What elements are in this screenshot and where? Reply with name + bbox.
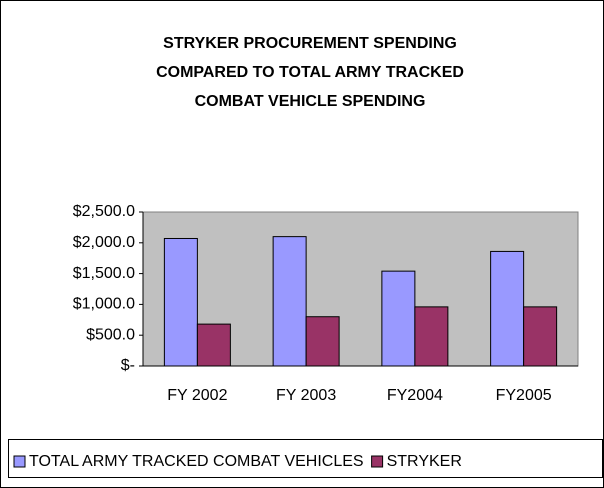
bar: [163, 237, 198, 367]
y-tick-label: $1,000.0: [73, 296, 135, 313]
y-tick-label: $-: [121, 357, 135, 374]
bar: [272, 236, 307, 367]
x-tick-label: FY2005: [496, 387, 552, 404]
bar: [305, 316, 340, 367]
bar: [381, 270, 416, 367]
bar: [414, 306, 449, 367]
chart-title: STRYKER PROCUREMENT SPENDING: [163, 35, 457, 52]
x-tick-label: FY 2002: [167, 387, 227, 404]
y-tick-label: $500.0: [86, 326, 135, 343]
y-tick-label: $2,000.0: [73, 234, 135, 251]
x-tick-label: FY2004: [387, 387, 443, 404]
bar: [196, 323, 231, 367]
legend-box: [8, 439, 603, 478]
y-tick-label: $2,500.0: [73, 203, 135, 220]
x-tick-label: FY 2003: [276, 387, 336, 404]
y-tick-label: $1,500.0: [73, 265, 135, 282]
chart-title: COMBAT VEHICLE SPENDING: [195, 93, 426, 110]
chart-title: COMPARED TO TOTAL ARMY TRACKED: [156, 64, 464, 81]
legend-swatch: [371, 455, 384, 468]
legend-label: TOTAL ARMY TRACKED COMBAT VEHICLES: [29, 453, 364, 470]
bar: [523, 306, 558, 367]
legend-swatch: [13, 455, 26, 468]
bar: [490, 250, 525, 367]
legend-label: STRYKER: [387, 453, 462, 470]
